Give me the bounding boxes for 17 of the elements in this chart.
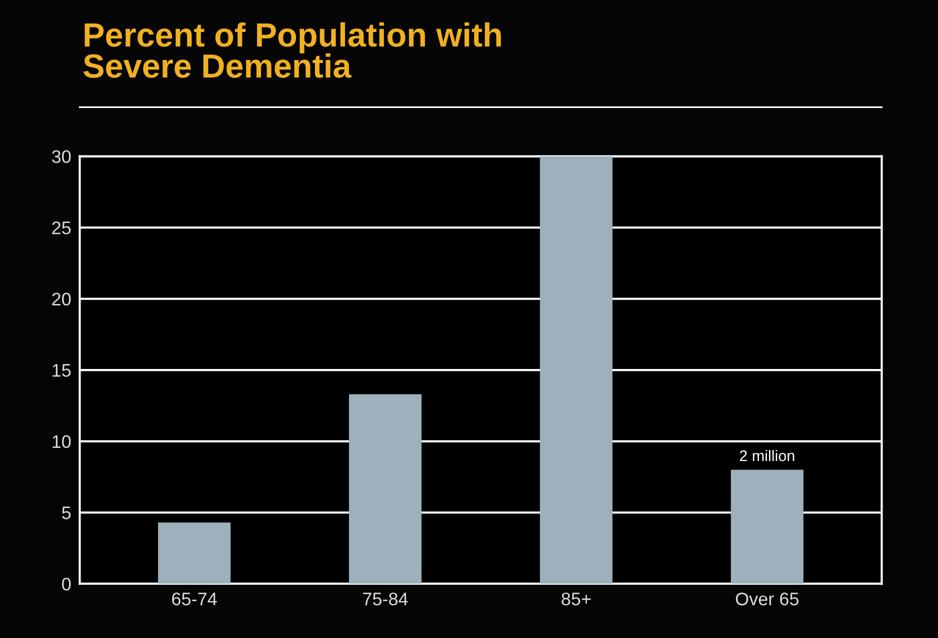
bar: [730, 470, 804, 584]
annotation: 2 million: [740, 450, 794, 462]
y-tick-label: 30: [52, 150, 71, 164]
y-tick-label: 10: [52, 435, 71, 448]
x-tick-label: 75-84: [363, 592, 408, 606]
y-tick-label: 0: [62, 578, 71, 590]
bar: [158, 522, 231, 584]
chart-title: Percent of Population with Severe Dementia: [84, 22, 501, 78]
y-tick-label: 20: [52, 292, 71, 306]
bar: [540, 156, 612, 584]
y-tick-label: 5: [62, 506, 71, 520]
y-tick-label: 15: [52, 364, 71, 377]
x-tick-label: Over 65: [736, 592, 799, 606]
y-tick-label: 25: [52, 221, 71, 234]
bar: [348, 394, 422, 584]
x-tick-label: 65-74: [172, 592, 217, 606]
x-tick-label: 85+: [562, 592, 591, 606]
